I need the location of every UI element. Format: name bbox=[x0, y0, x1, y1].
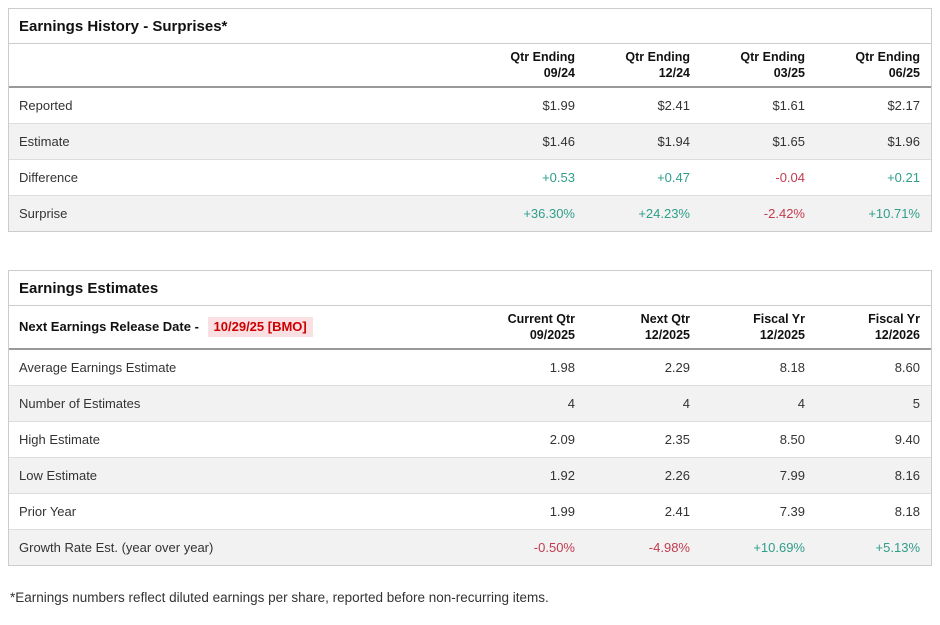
earnings-history-card: Earnings History - Surprises* Qtr Ending… bbox=[8, 8, 932, 232]
estimates-header-col-1: Current Qtr 09/2025 bbox=[471, 306, 586, 350]
cell-value: $1.61 bbox=[772, 98, 805, 113]
table-row-growth-rate-est: Growth Rate Est. (year over year) -0.50%… bbox=[9, 529, 931, 565]
cell-value: 8.60 bbox=[894, 360, 920, 375]
cell-value: 1.92 bbox=[471, 457, 586, 494]
column-header-label: Qtr Ending bbox=[625, 50, 690, 64]
column-header-label: Fiscal Yr bbox=[753, 312, 805, 326]
release-date-label: Next Earnings Release Date - bbox=[19, 318, 199, 334]
cell-value: 8.50 bbox=[701, 421, 816, 458]
history-header-col-4: Qtr Ending 06/25 bbox=[816, 44, 931, 88]
row-label: Growth Rate Est. (year over year) bbox=[9, 529, 471, 565]
column-header-label: Qtr Ending bbox=[855, 50, 920, 64]
row-label: Difference bbox=[9, 159, 471, 196]
cell-value: 2.29 bbox=[664, 360, 690, 375]
cell-value: +0.53 bbox=[471, 159, 586, 196]
row-label: Surprise bbox=[9, 195, 471, 231]
table-row-difference: Difference +0.53 +0.47 -0.04 +0.21 bbox=[9, 159, 931, 196]
column-header-period: 03/25 bbox=[773, 66, 805, 80]
cell-value: 2.35 bbox=[586, 421, 701, 458]
row-label: High Estimate bbox=[9, 421, 471, 458]
table-row-reported: Reported $1.99 $2.41 $1.61 $2.17 bbox=[9, 87, 931, 124]
earnings-history-table: Qtr Ending 09/24 Qtr Ending 12/24 Qtr En… bbox=[9, 44, 931, 231]
cell-value: -0.04 bbox=[701, 159, 816, 196]
cell-value: 5 bbox=[816, 385, 931, 422]
cell-value: 8.18 bbox=[779, 360, 805, 375]
estimates-header-col-2: Next Qtr 12/2025 bbox=[586, 306, 701, 350]
earnings-history-title: Earnings History - Surprises* bbox=[9, 9, 931, 44]
earnings-estimates-title: Earnings Estimates bbox=[9, 271, 931, 306]
estimates-header-col-3: Fiscal Yr 12/2025 bbox=[701, 306, 816, 350]
cell-value: 2.26 bbox=[586, 457, 701, 494]
history-header-row: Qtr Ending 09/24 Qtr Ending 12/24 Qtr En… bbox=[9, 44, 931, 88]
row-label: Low Estimate bbox=[9, 457, 471, 494]
table-row-average-earnings-estimate: Average Earnings Estimate 1.98 2.29 8.18… bbox=[9, 349, 931, 386]
column-header-period: 12/2026 bbox=[874, 328, 920, 342]
cell-value: 7.99 bbox=[701, 457, 816, 494]
cell-value: 4 bbox=[586, 385, 701, 422]
cell-value: $1.46 bbox=[471, 123, 586, 160]
column-header-period: 09/24 bbox=[543, 66, 575, 80]
row-label: Reported bbox=[19, 98, 73, 113]
next-earnings-release: Next Earnings Release Date - 10/29/25 [B… bbox=[9, 306, 471, 350]
cell-value: 4 bbox=[471, 385, 586, 422]
column-header-label: Qtr Ending bbox=[510, 50, 575, 64]
history-header-col-1: Qtr Ending 09/24 bbox=[471, 44, 586, 88]
cell-value: -4.98% bbox=[586, 529, 701, 565]
estimates-header-col-4: Fiscal Yr 12/2026 bbox=[816, 306, 931, 350]
cell-value: 2.09 bbox=[471, 421, 586, 458]
cell-value: 8.18 bbox=[816, 493, 931, 530]
column-header-period: 09/2025 bbox=[529, 328, 575, 342]
column-header-period: 12/2025 bbox=[759, 328, 805, 342]
table-row-low-estimate: Low Estimate 1.92 2.26 7.99 8.16 bbox=[9, 457, 931, 494]
cell-value: 2.41 bbox=[586, 493, 701, 530]
cell-value: +0.21 bbox=[816, 159, 931, 196]
cell-value: $2.41 bbox=[657, 98, 690, 113]
cell-value: +10.69% bbox=[701, 529, 816, 565]
row-label: Prior Year bbox=[9, 493, 471, 530]
cell-value: +10.71% bbox=[816, 195, 931, 231]
history-header-col-2: Qtr Ending 12/24 bbox=[586, 44, 701, 88]
cell-value: 4 bbox=[701, 385, 816, 422]
column-header-label: Current Qtr bbox=[507, 312, 575, 326]
row-label: Estimate bbox=[9, 123, 471, 160]
cell-value: +24.23% bbox=[586, 195, 701, 231]
cell-value: -0.50% bbox=[471, 529, 586, 565]
cell-value: $1.99 bbox=[542, 98, 575, 113]
earnings-estimates-table: Next Earnings Release Date - 10/29/25 [B… bbox=[9, 306, 931, 565]
column-header-period: 12/2025 bbox=[644, 328, 690, 342]
column-header-period: 12/24 bbox=[658, 66, 690, 80]
column-header-label: Fiscal Yr bbox=[868, 312, 920, 326]
history-header-empty bbox=[9, 44, 471, 88]
column-header-period: 06/25 bbox=[888, 66, 920, 80]
row-label: Average Earnings Estimate bbox=[19, 360, 177, 375]
cell-value: +0.47 bbox=[586, 159, 701, 196]
cell-value: 8.16 bbox=[816, 457, 931, 494]
cell-value: 1.99 bbox=[471, 493, 586, 530]
cell-value: 7.39 bbox=[701, 493, 816, 530]
table-row-surprise: Surprise +36.30% +24.23% -2.42% +10.71% bbox=[9, 195, 931, 231]
earnings-estimates-card: Earnings Estimates Next Earnings Release… bbox=[8, 270, 932, 566]
cell-value: $2.17 bbox=[887, 98, 920, 113]
cell-value: 9.40 bbox=[816, 421, 931, 458]
earnings-footnote: *Earnings numbers reflect diluted earnin… bbox=[10, 590, 549, 605]
release-date-badge: 10/29/25 [BMO] bbox=[207, 316, 313, 338]
table-row-prior-year: Prior Year 1.99 2.41 7.39 8.18 bbox=[9, 493, 931, 530]
column-header-label: Qtr Ending bbox=[740, 50, 805, 64]
cell-value: +36.30% bbox=[471, 195, 586, 231]
row-label: Number of Estimates bbox=[9, 385, 471, 422]
cell-value: $1.96 bbox=[816, 123, 931, 160]
cell-value: -2.42% bbox=[701, 195, 816, 231]
column-header-label: Next Qtr bbox=[640, 312, 690, 326]
table-row-number-of-estimates: Number of Estimates 4 4 4 5 bbox=[9, 385, 931, 422]
cell-value: $1.65 bbox=[701, 123, 816, 160]
estimates-header-row: Next Earnings Release Date - 10/29/25 [B… bbox=[9, 306, 931, 350]
cell-value: $1.94 bbox=[586, 123, 701, 160]
cell-value: +5.13% bbox=[816, 529, 931, 565]
table-row-estimate: Estimate $1.46 $1.94 $1.65 $1.96 bbox=[9, 123, 931, 160]
history-header-col-3: Qtr Ending 03/25 bbox=[701, 44, 816, 88]
earnings-page: Earnings History - Surprises* Qtr Ending… bbox=[8, 8, 932, 605]
table-row-high-estimate: High Estimate 2.09 2.35 8.50 9.40 bbox=[9, 421, 931, 458]
cell-value: 1.98 bbox=[549, 360, 575, 375]
